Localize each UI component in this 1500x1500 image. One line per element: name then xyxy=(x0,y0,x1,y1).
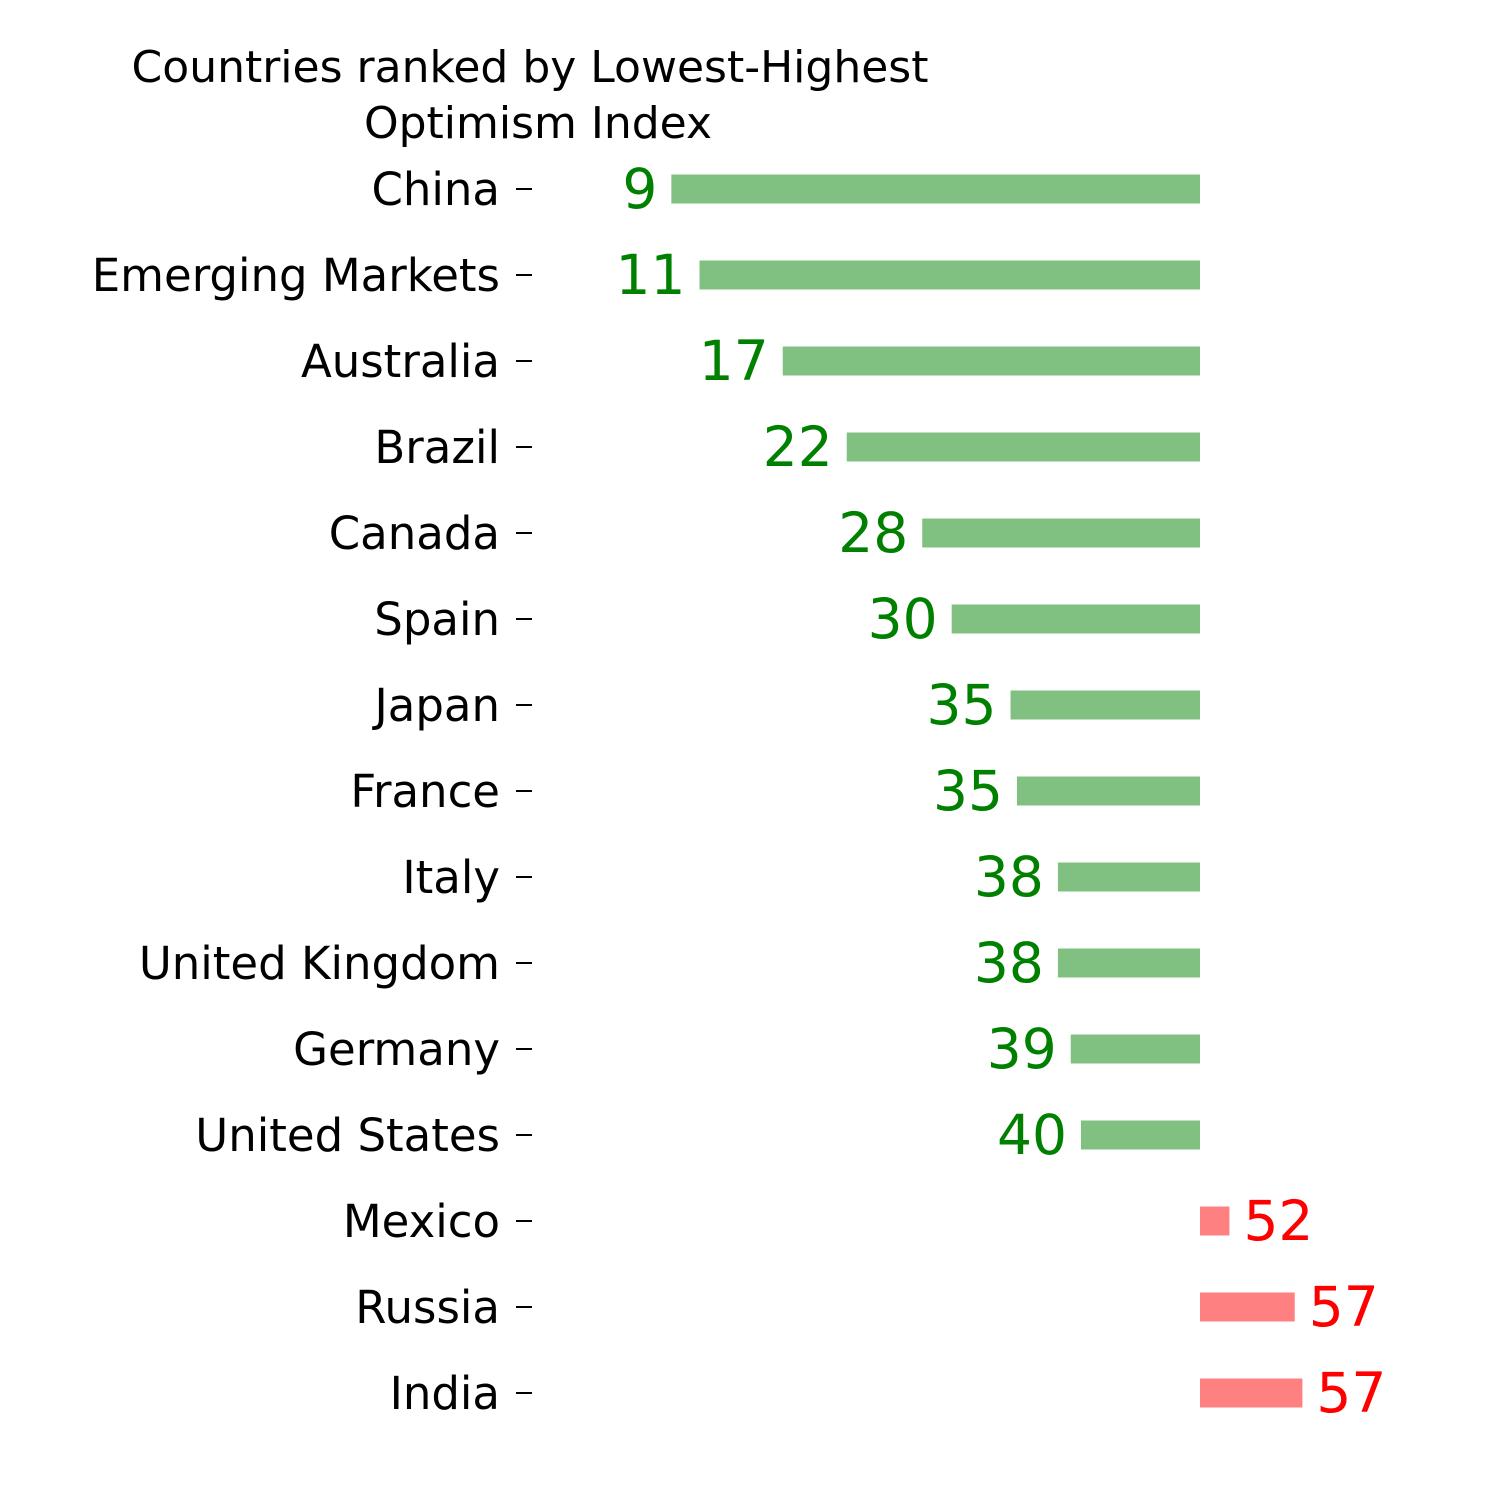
data-label: 35 xyxy=(933,759,1003,823)
bar xyxy=(846,432,1200,462)
bar xyxy=(671,174,1200,204)
data-label: 28 xyxy=(838,501,908,565)
data-label: 17 xyxy=(699,329,769,393)
y-tick-label: Brazil xyxy=(374,421,500,474)
chart-title-line-2: Optimism Index xyxy=(364,98,712,149)
data-label: 38 xyxy=(974,845,1044,909)
bar xyxy=(951,604,1200,634)
data-label: 11 xyxy=(616,243,686,307)
bar xyxy=(1070,1034,1200,1064)
y-tick-label: Japan xyxy=(371,679,500,732)
bar xyxy=(1200,1206,1230,1236)
y-tick-label: United Kingdom xyxy=(139,937,500,990)
bar xyxy=(1010,690,1200,720)
y-tick-label: China xyxy=(371,163,500,216)
bar xyxy=(1016,776,1200,806)
bar xyxy=(1057,862,1200,892)
y-tick-label: India xyxy=(390,1367,500,1420)
plot-area: China 9 Emerging Markets 11 Australia 17 Brazi… xyxy=(92,157,1387,1425)
data-label: 9 xyxy=(622,157,657,221)
data-label: 39 xyxy=(987,1017,1057,1081)
bar xyxy=(782,346,1200,376)
y-tick-label: Australia xyxy=(301,335,500,388)
y-tick-label: Mexico xyxy=(343,1195,500,1248)
y-tick-label: Emerging Markets xyxy=(92,249,500,302)
bar xyxy=(922,518,1200,548)
y-tick-label: Canada xyxy=(329,507,500,560)
data-label: 30 xyxy=(868,587,938,651)
y-tick-label: United States xyxy=(195,1109,500,1162)
data-label: 57 xyxy=(1316,1361,1386,1425)
y-tick-label: Germany xyxy=(293,1023,500,1076)
data-label: 57 xyxy=(1309,1275,1379,1339)
data-label: 38 xyxy=(974,931,1044,995)
y-tick-label: Italy xyxy=(402,851,500,904)
data-label: 52 xyxy=(1243,1189,1313,1253)
y-tick-label: France xyxy=(350,765,500,818)
y-tick-label: Spain xyxy=(374,593,500,646)
chart-title-line-1: Countries ranked by Lowest-Highest xyxy=(132,42,929,93)
data-label: 40 xyxy=(997,1103,1067,1167)
data-label: 22 xyxy=(763,415,833,479)
bar xyxy=(1200,1292,1295,1322)
bar xyxy=(1080,1120,1200,1150)
bar xyxy=(1200,1378,1303,1408)
y-tick-label: Russia xyxy=(355,1281,500,1334)
data-label: 35 xyxy=(927,673,997,737)
bar xyxy=(1057,948,1200,978)
bar xyxy=(699,260,1200,290)
